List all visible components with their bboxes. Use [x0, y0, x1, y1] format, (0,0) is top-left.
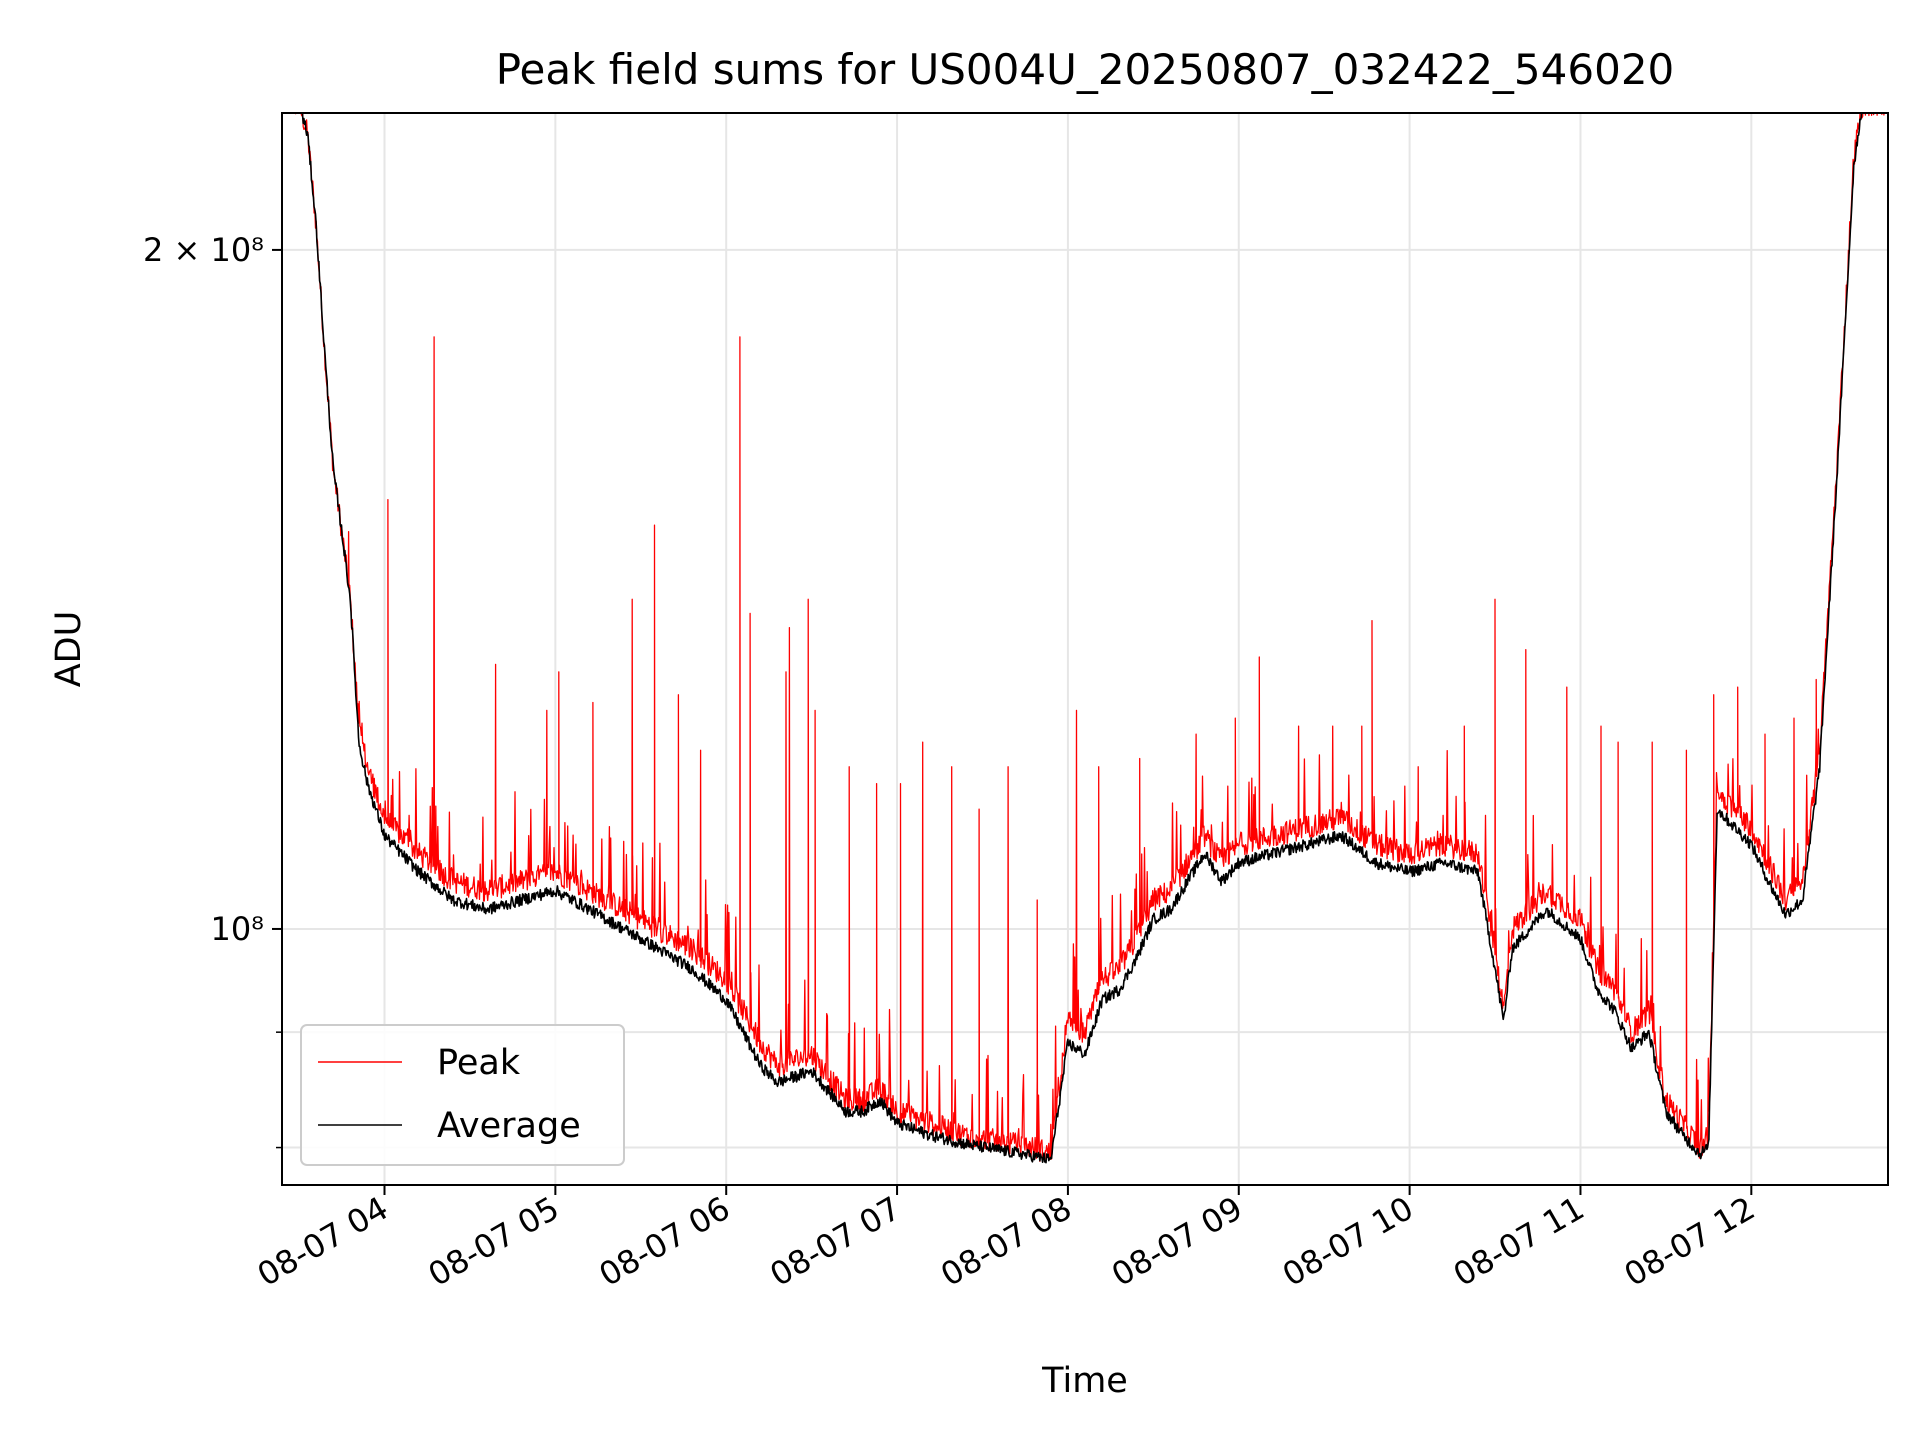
chart-title: Peak field sums for US004U_20250807_0324…	[496, 45, 1675, 94]
series-layer	[295, 113, 1885, 1164]
y-tick-label: 10⁸	[210, 910, 264, 948]
x-axis-label: Time	[1041, 1361, 1128, 1401]
y-axis-label: ADU	[49, 611, 89, 688]
series-line-average	[300, 113, 1863, 1164]
plot-area	[295, 113, 1885, 1164]
legend: Peak Average	[300, 1024, 625, 1166]
legend-box	[300, 1024, 625, 1166]
series-line-peak	[295, 113, 1885, 1162]
axes-frame	[281, 112, 1889, 1186]
y-axis: 2 × 10⁸ 10⁸	[143, 231, 282, 1149]
y-tick-label: 2 × 10⁸	[143, 231, 264, 269]
legend-label-peak: Peak	[437, 1043, 521, 1083]
legend-label-average: Average	[437, 1106, 581, 1146]
